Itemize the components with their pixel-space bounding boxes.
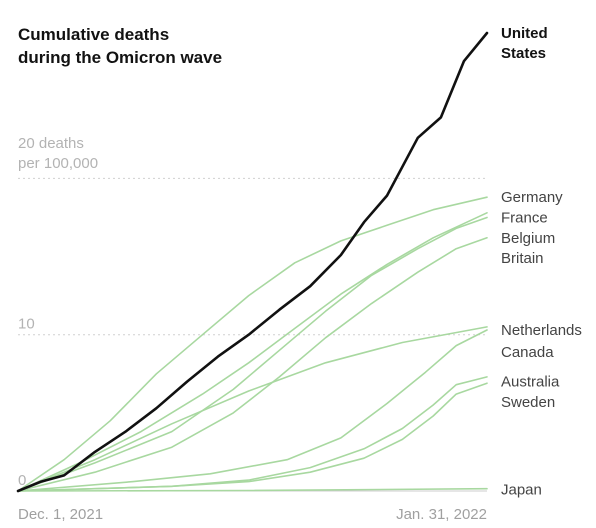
series-line-belgium — [17, 216, 488, 492]
series-label-line: United — [501, 25, 548, 42]
series-label-line: Japan — [501, 481, 542, 498]
series-label-line: Belgium — [501, 230, 555, 247]
chart-title-line-2: during the Omicron wave — [18, 48, 222, 67]
chart-title-line-1: Cumulative deaths — [18, 25, 169, 44]
series-line-united-states — [16, 31, 489, 493]
x-tick-end: Jan. 31, 2022 — [396, 506, 487, 523]
x-axis-ticks: Dec. 1, 2021 Jan. 31, 2022 — [18, 506, 487, 523]
series-label-line: Netherlands — [501, 322, 582, 339]
series-label-france: France — [501, 209, 548, 226]
y-axis-label-line-1: 20 deaths — [18, 135, 84, 152]
grid-lines — [18, 177, 487, 492]
series-label-germany: Germany — [501, 189, 563, 206]
series-label-line: States — [501, 45, 546, 62]
series-line-japan — [17, 487, 488, 492]
series-label-line: Sweden — [501, 394, 555, 411]
series-end-labels: United States Germany France Belgium Britain N… — [501, 25, 582, 498]
x-tick-start: Dec. 1, 2021 — [18, 506, 103, 523]
series-line-canada — [17, 329, 488, 492]
series-label-australia: Australia — [501, 374, 560, 391]
series-label-canada: Canada — [501, 344, 554, 361]
series-label-line: Britain — [501, 250, 544, 267]
series-label-netherlands: Netherlands — [501, 322, 582, 339]
y-axis-ticks: 10 0 — [18, 316, 35, 489]
series-label-belgium: Belgium — [501, 230, 555, 247]
series-label-line: Germany — [501, 189, 563, 206]
y-axis-label: 20 deaths per 100,000 — [18, 135, 98, 172]
y-tick-0: 0 — [18, 472, 26, 489]
series-line-germany — [17, 196, 488, 492]
context-series — [17, 196, 488, 492]
series-label-japan: Japan — [501, 481, 542, 498]
series-line-netherlands — [17, 326, 488, 492]
highlight-series — [16, 31, 489, 493]
y-axis-label-line-2: per 100,000 — [18, 155, 98, 172]
series-label-line: Australia — [501, 374, 560, 391]
series-label-united-states: United States — [501, 25, 548, 62]
series-label-line: Canada — [501, 344, 554, 361]
series-label-line: France — [501, 209, 548, 226]
series-label-britain: Britain — [501, 250, 544, 267]
chart-title: Cumulative deaths during the Omicron wav… — [18, 25, 222, 67]
series-line-sweden — [17, 382, 488, 492]
y-tick-10: 10 — [18, 316, 35, 333]
series-label-sweden: Sweden — [501, 394, 555, 411]
series-line-france — [17, 212, 488, 492]
series-line-britain — [17, 237, 488, 492]
